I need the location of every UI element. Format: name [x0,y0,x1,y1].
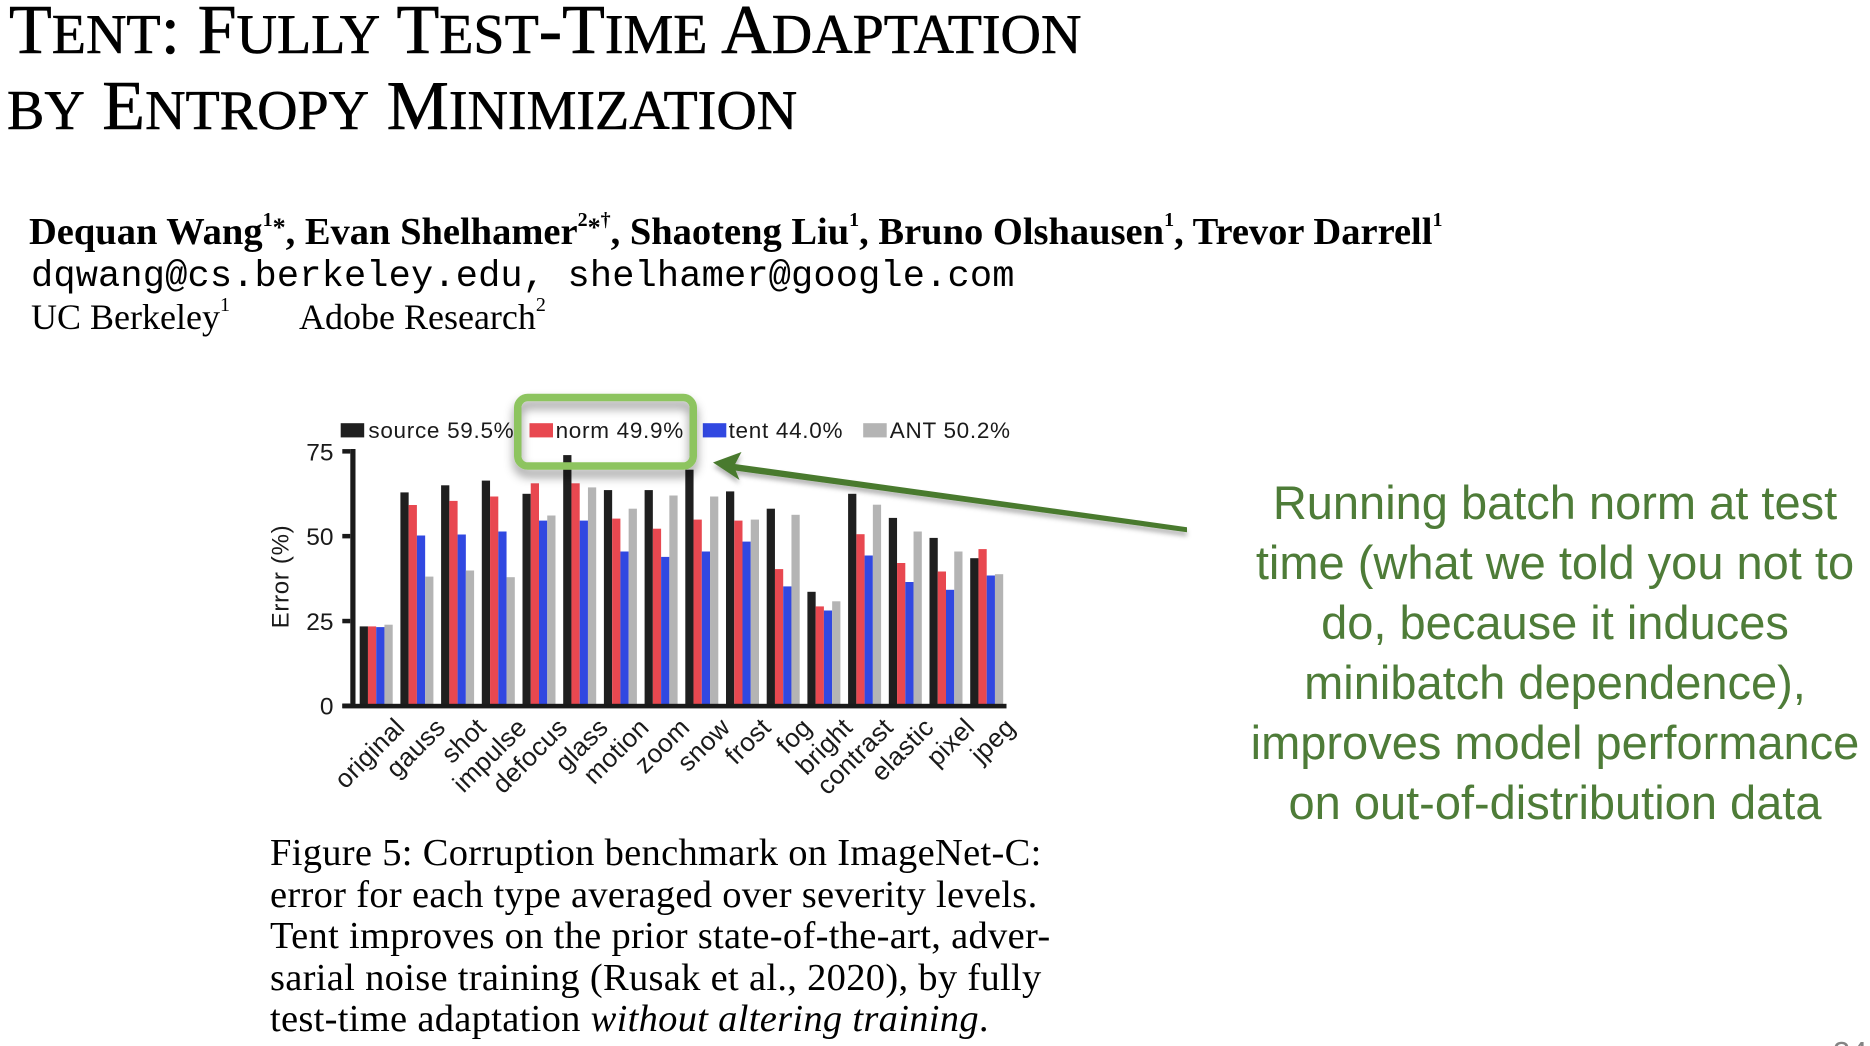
svg-text:norm 49.9%: norm 49.9% [556,418,684,443]
svg-text:source 59.5%: source 59.5% [368,418,514,443]
svg-text:frost: frost [719,712,777,770]
svg-text:75: 75 [306,439,333,466]
svg-text:25: 25 [306,609,333,636]
svg-text:tent 44.0%: tent 44.0% [729,418,844,443]
svg-text:50: 50 [306,524,333,551]
svg-text:Error (%): Error (%) [268,525,295,629]
svg-text:0: 0 [320,694,334,721]
svg-text:ANT 50.2%: ANT 50.2% [890,418,1011,443]
svg-text:jpeg: jpeg [963,712,1021,770]
